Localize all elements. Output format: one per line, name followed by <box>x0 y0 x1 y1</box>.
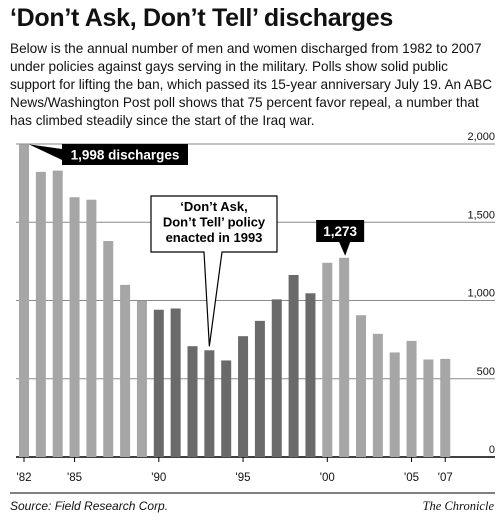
bar-1988 <box>120 284 131 457</box>
callout-1993-line: enacted in 1993 <box>166 230 263 245</box>
source-note: Source: Field Research Corp. <box>10 499 169 513</box>
intro-paragraph: Below is the annual number of men and wo… <box>10 41 493 128</box>
bar-1997 <box>271 299 282 457</box>
x-tick-label: '00 <box>320 472 335 484</box>
y-tick-label: 1,000 <box>467 288 495 300</box>
x-tick-label: '90 <box>151 472 166 484</box>
callout-1998-pointer <box>29 144 62 160</box>
bar-1993 <box>204 350 215 457</box>
bar-1986 <box>86 199 97 458</box>
callout-1993-line: ‘Don’t Ask, <box>180 199 247 214</box>
x-tick-label: '95 <box>236 472 251 484</box>
bar-1987 <box>103 241 114 457</box>
bar-1982 <box>19 144 29 458</box>
bar-1991 <box>170 308 181 457</box>
callout-1993-box <box>150 195 278 347</box>
y-tick-label: 1,500 <box>467 209 495 221</box>
bar-1990 <box>153 309 164 457</box>
bar-2006 <box>423 359 434 457</box>
callout-2001-box <box>316 220 365 242</box>
bar-1984 <box>52 170 63 458</box>
bar-2000 <box>322 262 333 457</box>
x-tick-label: '85 <box>67 472 82 484</box>
bar-1999 <box>305 293 316 457</box>
callout-1998-label: 1,998 discharges <box>71 148 180 163</box>
bar-1989 <box>136 300 147 457</box>
page-title: ‘Don’t Ask, Don’t Tell’ discharges <box>10 4 393 32</box>
bar-2007 <box>440 358 451 457</box>
y-tick-label: 0 <box>489 444 495 456</box>
bar-1994 <box>221 360 232 457</box>
y-tick-label: 500 <box>477 366 495 378</box>
callout-2001-label: 1,273 <box>323 224 357 239</box>
credit-note: The Chronicle <box>422 499 494 513</box>
x-tick-label: '07 <box>438 472 453 484</box>
callout-1998-box <box>62 144 188 165</box>
bar-2001 <box>339 257 350 457</box>
x-tick-label: '05 <box>404 472 419 484</box>
bar-1983 <box>35 171 46 457</box>
callout-2001-pointer <box>339 242 351 256</box>
x-tick-label: '82 <box>17 472 32 484</box>
bar-2002 <box>356 315 366 457</box>
bar-1985 <box>69 197 80 457</box>
bar-1998 <box>288 274 299 457</box>
bar-2003 <box>372 333 383 457</box>
bar-1992 <box>187 346 198 457</box>
y-tick-label: 2,000 <box>467 131 495 143</box>
bar-1996 <box>254 320 265 457</box>
callout-1993-line: Don’t Tell’ policy <box>163 215 266 230</box>
bar-2004 <box>389 352 400 457</box>
bar-1995 <box>238 336 249 457</box>
bar-2005 <box>406 340 417 457</box>
